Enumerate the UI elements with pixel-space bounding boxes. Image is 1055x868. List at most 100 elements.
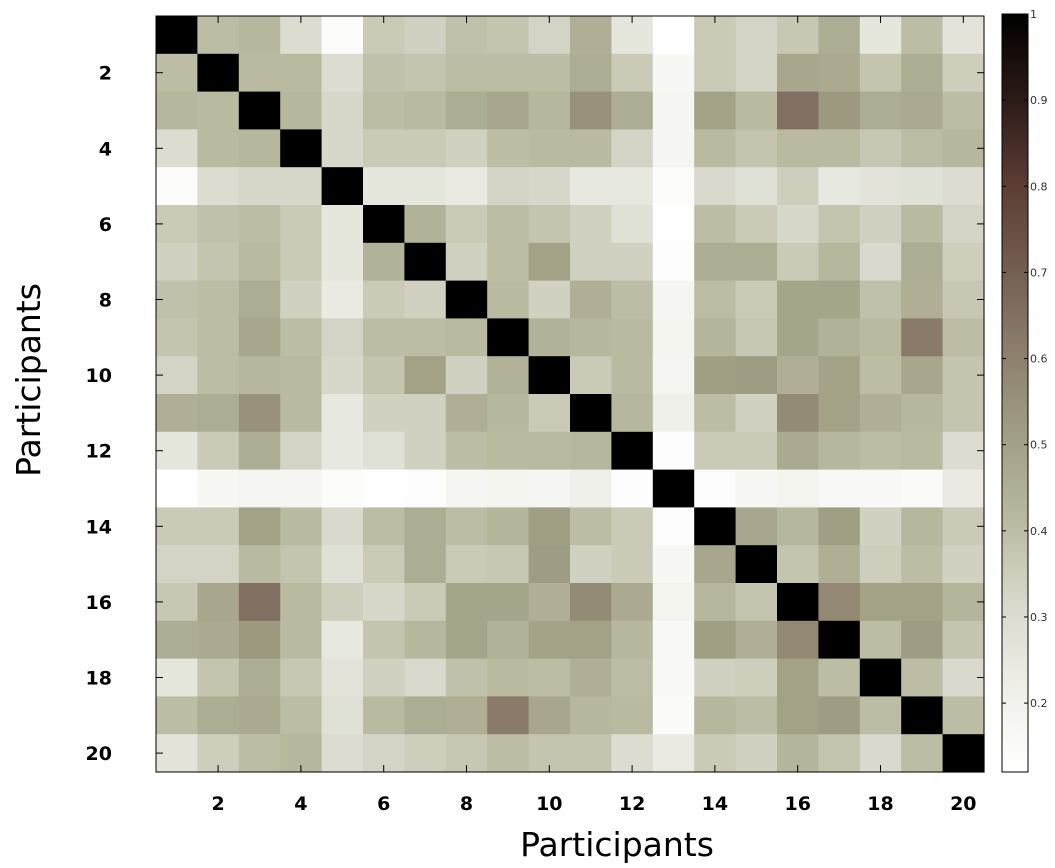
- heatmap-cell: [280, 394, 323, 433]
- heatmap-cell: [652, 356, 695, 395]
- heatmap-cell: [321, 507, 364, 546]
- heatmap-cell: [777, 280, 819, 319]
- heatmap-cell: [404, 507, 447, 546]
- heatmap-cell: [363, 356, 405, 395]
- heatmap-cell: [197, 91, 240, 130]
- heatmap-cell: [280, 583, 323, 622]
- heatmap-cell: [280, 658, 323, 697]
- heatmap-cell: [528, 280, 571, 319]
- heatmap-cell: [777, 129, 819, 168]
- heatmap-cell: [487, 242, 530, 282]
- heatmap-cell: [735, 507, 778, 546]
- heatmap-cell: [818, 507, 861, 546]
- heatmap-cell: [901, 620, 944, 660]
- colorbar-tick-label: 0.8: [1030, 180, 1048, 193]
- heatmap-cell: [859, 280, 902, 319]
- heatmap-cell: [570, 394, 612, 433]
- heatmap-cell: [777, 205, 819, 244]
- heatmap-cell: [652, 205, 695, 244]
- heatmap-cell: [445, 167, 488, 206]
- heatmap-cell: [694, 620, 737, 660]
- heatmap-cell: [694, 469, 737, 508]
- heatmap-cell: [363, 242, 405, 282]
- heatmap-cell: [238, 469, 281, 508]
- heatmap-cell: [445, 620, 488, 660]
- y-tick-label: 18: [86, 668, 112, 690]
- heatmap-cell: [777, 431, 819, 471]
- heatmap-cell: [404, 318, 447, 357]
- heatmap-cell: [528, 129, 571, 168]
- heatmap-cell: [445, 205, 488, 244]
- heatmap-cell: [942, 167, 985, 206]
- heatmap-cell: [777, 696, 819, 735]
- heatmap-cell: [735, 280, 778, 319]
- heatmap-cell: [363, 318, 405, 357]
- y-tick-label: 14: [86, 516, 112, 538]
- heatmap-cell: [238, 205, 281, 244]
- heatmap-cell: [238, 318, 281, 357]
- heatmap-cell: [694, 583, 737, 622]
- heatmap-cell: [818, 280, 861, 319]
- heatmap-cell: [570, 280, 612, 319]
- heatmap-cell: [652, 280, 695, 319]
- heatmap-cell: [901, 356, 944, 395]
- heatmap-cell: [528, 205, 571, 244]
- heatmap-cell: [901, 431, 944, 471]
- heatmap-cell: [363, 620, 405, 660]
- heatmap-cell: [280, 469, 323, 508]
- heatmap-cell: [280, 545, 323, 584]
- heatmap-cell: [156, 394, 198, 433]
- heatmap-cell: [280, 620, 323, 660]
- heatmap-cell: [363, 280, 405, 319]
- heatmap-cell: [280, 280, 323, 319]
- heatmap-cell: [694, 318, 737, 357]
- x-tick-label: 2: [211, 793, 224, 815]
- heatmap-cell: [818, 242, 861, 282]
- heatmap-cell: [197, 129, 240, 168]
- heatmap-cell: [652, 91, 695, 130]
- heatmap-cell: [694, 696, 737, 735]
- heatmap-cell: [487, 91, 530, 130]
- heatmap-cell: [238, 431, 281, 471]
- heatmap-cell: [280, 431, 323, 471]
- heatmap-cell: [363, 91, 405, 130]
- heatmap-cell: [487, 620, 530, 660]
- heatmap-cell: [611, 242, 654, 282]
- heatmap-cell: [859, 318, 902, 357]
- heatmap-cell: [901, 583, 944, 622]
- heatmap-cell: [528, 91, 571, 130]
- heatmap-cell: [818, 167, 861, 206]
- heatmap-cell: [942, 545, 985, 584]
- heatmap-cell: [735, 658, 778, 697]
- heatmap-cell: [445, 318, 488, 357]
- y-tick-label: 12: [86, 441, 112, 463]
- heatmap-cell: [238, 696, 281, 735]
- heatmap-cell: [818, 356, 861, 395]
- heatmap-cell: [735, 16, 778, 55]
- heatmap-cell: [570, 469, 612, 508]
- heatmap-cell: [942, 696, 985, 735]
- x-tick-label: 18: [867, 793, 893, 815]
- heatmap-cell: [735, 53, 778, 93]
- heatmap-cell: [156, 91, 198, 130]
- heatmap-cell: [404, 16, 447, 55]
- heatmap-cell: [156, 16, 198, 55]
- heatmap-cell: [859, 545, 902, 584]
- heatmap-cell: [404, 545, 447, 584]
- heatmap-cell: [197, 280, 240, 319]
- heatmap-cell: [570, 734, 612, 773]
- heatmap-cell: [735, 167, 778, 206]
- colorbar-tick-label: 0.5: [1030, 439, 1048, 452]
- heatmap-cell: [694, 431, 737, 471]
- y-tick-label: 16: [86, 592, 112, 614]
- heatmap-cell: [942, 242, 985, 282]
- heatmap-cell: [818, 658, 861, 697]
- heatmap-cell: [445, 696, 488, 735]
- heatmap-cell: [445, 583, 488, 622]
- heatmap-cell: [445, 129, 488, 168]
- heatmap-cell: [901, 469, 944, 508]
- heatmap-cell: [363, 394, 405, 433]
- heatmap-cell: [487, 658, 530, 697]
- heatmap-cell: [694, 394, 737, 433]
- heatmap-cell: [735, 469, 778, 508]
